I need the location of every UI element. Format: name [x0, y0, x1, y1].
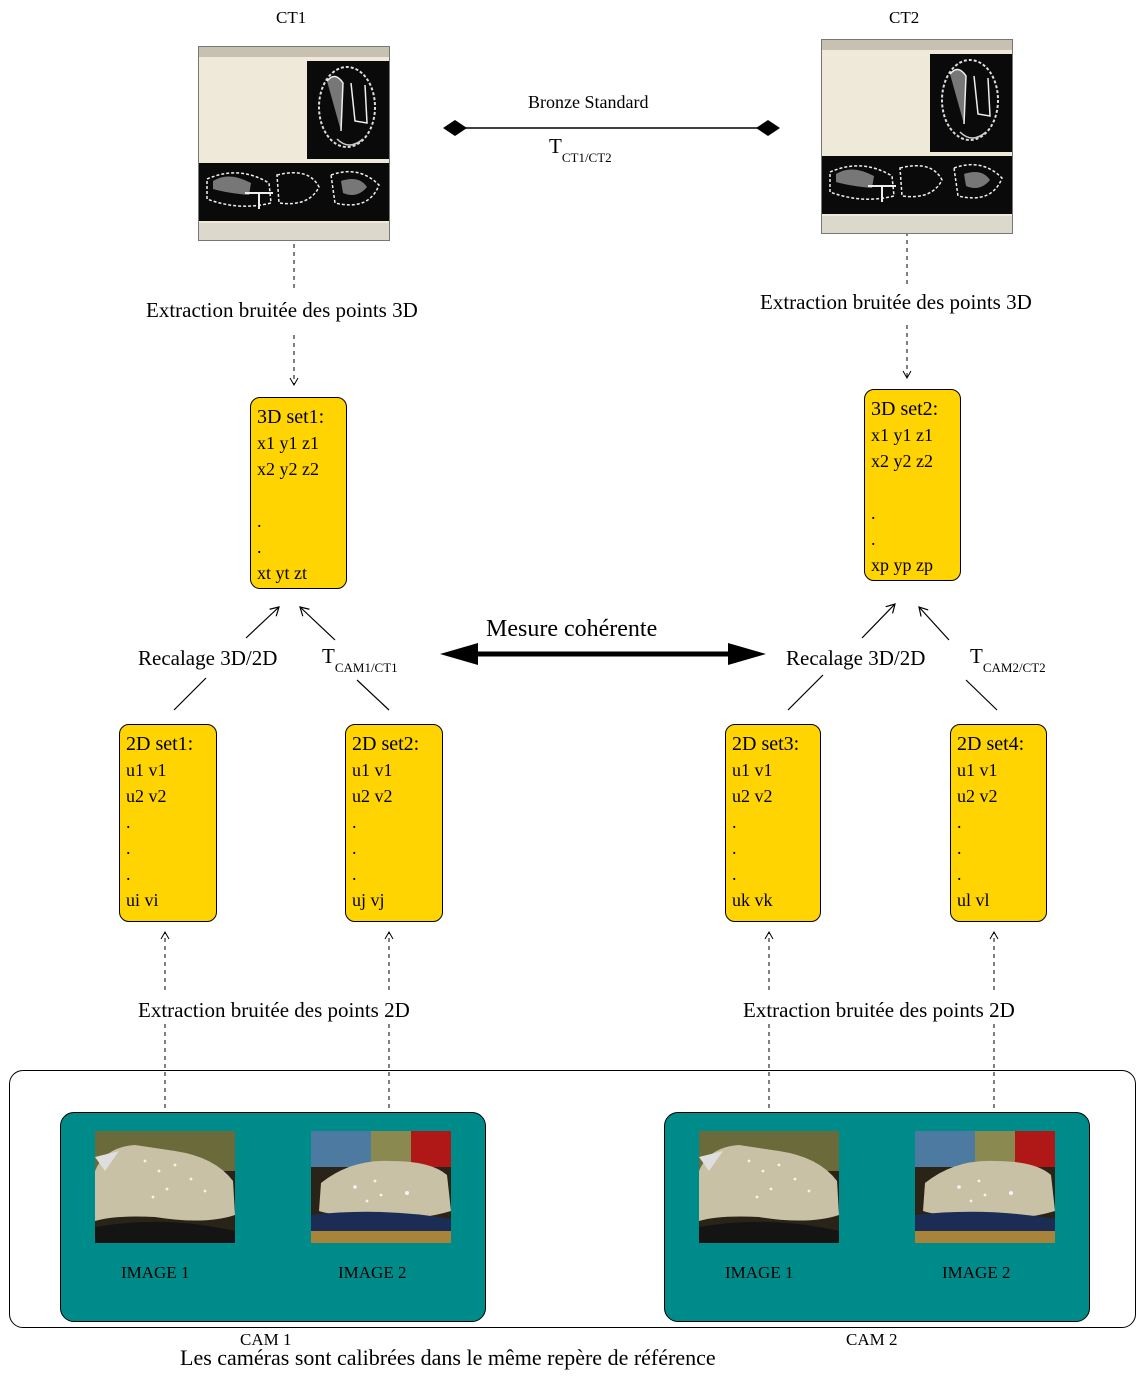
2d-set1-row: .	[126, 838, 131, 858]
2d-set1-row: u1 v1	[126, 760, 167, 780]
recalage-left: Recalage 3D/2D	[138, 646, 278, 670]
extraction-2d-left: Extraction bruitée des points 2D	[138, 998, 410, 1022]
ct1-label: CT1	[276, 8, 307, 27]
3d-set2-row: xp yp zp	[871, 555, 933, 575]
2d-set2-row: u2 v2	[352, 786, 393, 806]
extraction-3d-left: Extraction bruitée des points 3D	[146, 298, 418, 322]
2d-set1-box: 2D set1: u1 v1 u2 v2 . . . ui vi	[119, 724, 217, 922]
3d-set2-row: x2 y2 z2	[871, 451, 933, 471]
t-cam1-ct1: TCAM1/CT1	[322, 644, 398, 675]
3d-set1-row: x1 y1 z1	[257, 433, 319, 453]
2d-set4-row: u1 v1	[957, 760, 998, 780]
cam2-image2-photo	[915, 1131, 1055, 1243]
2d-set4-box: 2D set4: u1 v1 u2 v2 . . . ul vl	[950, 724, 1047, 922]
2d-set1-row: u2 v2	[126, 786, 167, 806]
cam1-label: CAM 1	[240, 1330, 292, 1349]
3d-set1-row: xt yt zt	[257, 563, 307, 583]
2d-set3-row: .	[732, 864, 737, 884]
footer-caption: Les caméras sont calibrées dans le même …	[180, 1345, 716, 1370]
2d-set3-row: u2 v2	[732, 786, 773, 806]
2d-set1-row: .	[126, 812, 131, 832]
3d-set2-row: x1 y1 z1	[871, 425, 933, 445]
recalage-right: Recalage 3D/2D	[786, 646, 926, 670]
2d-set4-row: .	[957, 864, 962, 884]
3d-set2-title: 3D set2:	[871, 398, 939, 420]
2d-set2-box: 2D set2: u1 v1 u2 v2 . . . uj vj	[345, 724, 443, 922]
3d-set2-row: .	[871, 529, 876, 549]
3d-set1-row: x2 y2 z2	[257, 459, 319, 479]
3d-set1-row: .	[257, 511, 262, 531]
2d-set3-row: u1 v1	[732, 760, 773, 780]
bronze-standard-label: Bronze Standard	[528, 92, 649, 112]
3d-set1-box: 3D set1: x1 y1 z1 x2 y2 z2 . . xt yt zt	[250, 397, 347, 589]
2d-set2-row: u1 v1	[352, 760, 393, 780]
2d-set1-row: .	[126, 864, 131, 884]
2d-set4-row: u2 v2	[957, 786, 998, 806]
2d-set4-row: .	[957, 838, 962, 858]
cam1-image2-label: IMAGE 2	[338, 1263, 407, 1282]
2d-set4-row: .	[957, 812, 962, 832]
t-cam2-ct2: TCAM2/CT2	[970, 644, 1046, 675]
t-ct1-ct2: TCT1/CT2	[549, 134, 612, 165]
cam2-label: CAM 2	[846, 1330, 898, 1349]
cam2-image1-photo	[699, 1131, 839, 1243]
2d-set2-row: .	[352, 812, 357, 832]
extraction-2d-right: Extraction bruitée des points 2D	[743, 998, 1015, 1022]
mesure-coherente-label: Mesure cohérente	[486, 616, 658, 642]
extraction-3d-right: Extraction bruitée des points 3D	[760, 290, 1032, 314]
cam2-image1-label: IMAGE 1	[725, 1263, 794, 1282]
2d-set4-row: ul vl	[957, 890, 990, 910]
2d-set3-row: .	[732, 838, 737, 858]
cam1-image1-label: IMAGE 1	[121, 1263, 190, 1282]
2d-set2-row: .	[352, 864, 357, 884]
2d-set2-row: .	[352, 838, 357, 858]
2d-set3-title: 2D set3:	[732, 733, 800, 755]
3d-set2-row	[871, 474, 954, 500]
2d-set4-title: 2D set4:	[957, 733, 1025, 755]
ct1-screenshot	[198, 46, 390, 241]
3d-set1-row	[257, 482, 340, 508]
3d-set1-row: .	[257, 537, 262, 557]
2d-set3-row: uk vk	[732, 890, 773, 910]
cam1-image1-photo	[95, 1131, 235, 1243]
3d-set1-title: 3D set1:	[257, 406, 325, 428]
2d-set1-title: 2D set1:	[126, 733, 194, 755]
cam2-panel: IMAGE 1 IMAGE 2	[664, 1112, 1090, 1322]
calibration-frame	[9, 1070, 1136, 1328]
cam1-image2-photo	[311, 1131, 451, 1243]
3d-set2-box: 3D set2: x1 y1 z1 x2 y2 z2 . . xp yp zp	[864, 389, 961, 581]
2d-set3-row: .	[732, 812, 737, 832]
cam1-panel: IMAGE 1 IMAGE 2	[60, 1112, 486, 1322]
cam2-image2-label: IMAGE 2	[942, 1263, 1011, 1282]
2d-set2-title: 2D set2:	[352, 733, 420, 755]
3d-set2-row: .	[871, 503, 876, 523]
ct2-label: CT2	[889, 8, 920, 27]
2d-set3-box: 2D set3: u1 v1 u2 v2 . . . uk vk	[725, 724, 821, 922]
ct2-screenshot	[821, 39, 1013, 234]
2d-set1-row: ui vi	[126, 890, 159, 910]
2d-set2-row: uj vj	[352, 890, 385, 910]
